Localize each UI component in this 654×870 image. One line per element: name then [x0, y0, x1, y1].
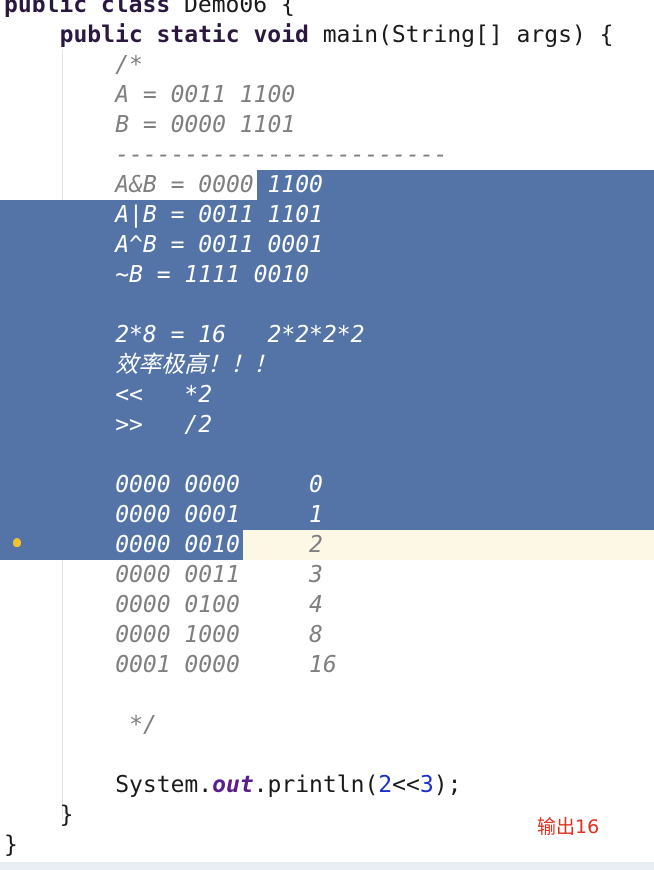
code-line: 0000 0100 4	[115, 590, 323, 620]
code-line: 效率极高！！！	[115, 350, 276, 380]
code-token: 效率极高！！！	[115, 352, 277, 378]
bulb-icon	[13, 538, 21, 547]
selection	[0, 200, 654, 530]
code-token: Demo06 {	[170, 0, 295, 18]
code-token: 0000 1000 8	[115, 622, 323, 648]
code-token: A&B = 0000	[115, 172, 268, 198]
code-token: 2*8 = 16 2*2*2*2	[115, 322, 365, 348]
scroll-strip	[0, 862, 654, 870]
code-token: ~B = 1111 0010	[115, 262, 310, 288]
selection	[257, 170, 654, 200]
code-token: 0000 0001 1	[115, 502, 323, 528]
code-token: public class	[4, 0, 171, 18]
code-line: public static void main(String[] args) {	[60, 20, 614, 50]
code-line: 0000 0000 0	[115, 470, 323, 500]
code-line: A^B = 0011 0001	[115, 230, 323, 260]
code-token: System.	[115, 772, 213, 798]
code-token: 3	[419, 772, 434, 798]
code-line: }	[4, 830, 18, 860]
code-line: 0000 0010 2	[115, 530, 323, 560]
code-token: );	[433, 772, 462, 798]
code-token: A^B = 0011 0001	[115, 232, 323, 258]
code-token: /*	[115, 52, 143, 78]
code-token: out	[212, 772, 254, 798]
code-line: >> /2	[115, 410, 212, 440]
code-token: 2	[239, 532, 323, 558]
code-token: A|B = 0011 1101	[115, 202, 323, 228]
code-token: 2	[378, 772, 393, 798]
code-token: 1100	[267, 172, 323, 198]
code-token: << *2	[115, 382, 213, 408]
code-line: 0000 0001 1	[115, 500, 323, 530]
code-token: 0000 0100 4	[115, 592, 323, 618]
code-token: 0000 0000 0	[115, 472, 323, 498]
code-line: }	[60, 800, 74, 830]
selection	[0, 530, 243, 560]
code-line: A|B = 0011 1101	[115, 200, 323, 230]
code-line: 0001 0000 16	[115, 650, 337, 680]
annotation: 输出16	[537, 816, 600, 838]
code-token: ------------------------	[115, 142, 448, 168]
code-line: A = 0011 1100	[115, 80, 295, 110]
code-token: }	[59, 802, 74, 828]
code-line: 2*8 = 16 2*2*2*2	[115, 320, 364, 350]
code-token: <<	[392, 772, 420, 798]
code-line: 0000 1000 8	[115, 620, 323, 650]
code-token: public static void	[59, 22, 309, 48]
code-token: .println(	[253, 772, 379, 798]
code-token: }	[4, 832, 18, 858]
code-line: ~B = 1111 0010	[115, 260, 309, 290]
code-line: public class Demo06 {	[4, 0, 295, 20]
code-line: A&B = 0000 1100	[115, 170, 323, 200]
code-token: */	[129, 712, 157, 738]
code-line: /*	[115, 50, 143, 80]
code-line: */	[129, 710, 157, 740]
code-line: << *2	[115, 380, 212, 410]
code-line: B = 0000 1101	[115, 110, 295, 140]
code-token: 0000 0010	[115, 532, 240, 558]
code-line: 0000 0011 3	[115, 560, 323, 590]
code-token: 0001 0000 16	[115, 652, 337, 678]
code-token: 0000 0011 3	[115, 562, 323, 588]
code-token: main(String[] args) {	[308, 22, 614, 48]
code-token: B = 0000 1101	[115, 112, 296, 138]
current-line	[243, 530, 654, 560]
code-token: A = 0011 1100	[115, 82, 296, 108]
code-line: System.out.println(2<<3);	[115, 770, 461, 800]
code-line: ------------------------	[115, 140, 447, 170]
code-token: >> /2	[115, 412, 213, 438]
